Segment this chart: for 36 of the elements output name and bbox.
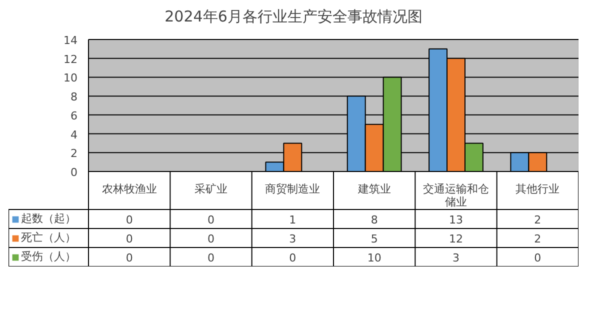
data-label: 12 [449, 232, 463, 246]
data-label: 0 [289, 252, 296, 264]
y-tick-label: 0 [70, 166, 78, 179]
data-label: 2 [534, 232, 542, 246]
data-label: 0 [126, 214, 133, 226]
y-tick-label: 4 [70, 128, 78, 142]
data-label: 0 [126, 252, 133, 264]
y-tick-label: 6 [70, 109, 78, 122]
data-label: 0 [208, 232, 214, 246]
y-tick-label: 12 [64, 52, 78, 66]
data-label: 10 [367, 252, 382, 264]
x-tick-label: 其他行业 [516, 182, 560, 196]
data-label: 3 [452, 252, 460, 264]
x-tick-label: 交通运输和仓储业 [423, 182, 489, 208]
legend-label: 死亡（人） [21, 230, 76, 246]
data-label: 1 [289, 214, 296, 226]
data-label: 5 [370, 232, 378, 246]
x-tick-label: 建筑业 [356, 182, 391, 196]
data-label: 0 [208, 252, 214, 264]
legend-label: 起数（起） [21, 211, 76, 227]
y-tick-label: 8 [70, 90, 78, 104]
x-tick-label: 商贸制造业 [265, 182, 320, 196]
y-tick-label: 14 [64, 34, 78, 47]
x-tick-label: 采矿业 [194, 182, 228, 196]
data-label: 13 [449, 214, 463, 226]
data-label: 2 [534, 214, 542, 226]
data-label: 8 [370, 214, 378, 226]
data-label: 0 [126, 232, 133, 246]
data-label: 3 [289, 232, 296, 246]
chart-title: 2024年6月各行业生产安全事故情况图 [164, 8, 422, 26]
y-tick-label: 2 [70, 147, 78, 160]
y-tick-label: 10 [64, 72, 78, 85]
legend-label: 受伤（人） [21, 249, 76, 265]
x-tick-label: 农林牧渔业 [102, 182, 157, 196]
data-label: 0 [534, 252, 542, 264]
data-label: 0 [208, 214, 214, 226]
